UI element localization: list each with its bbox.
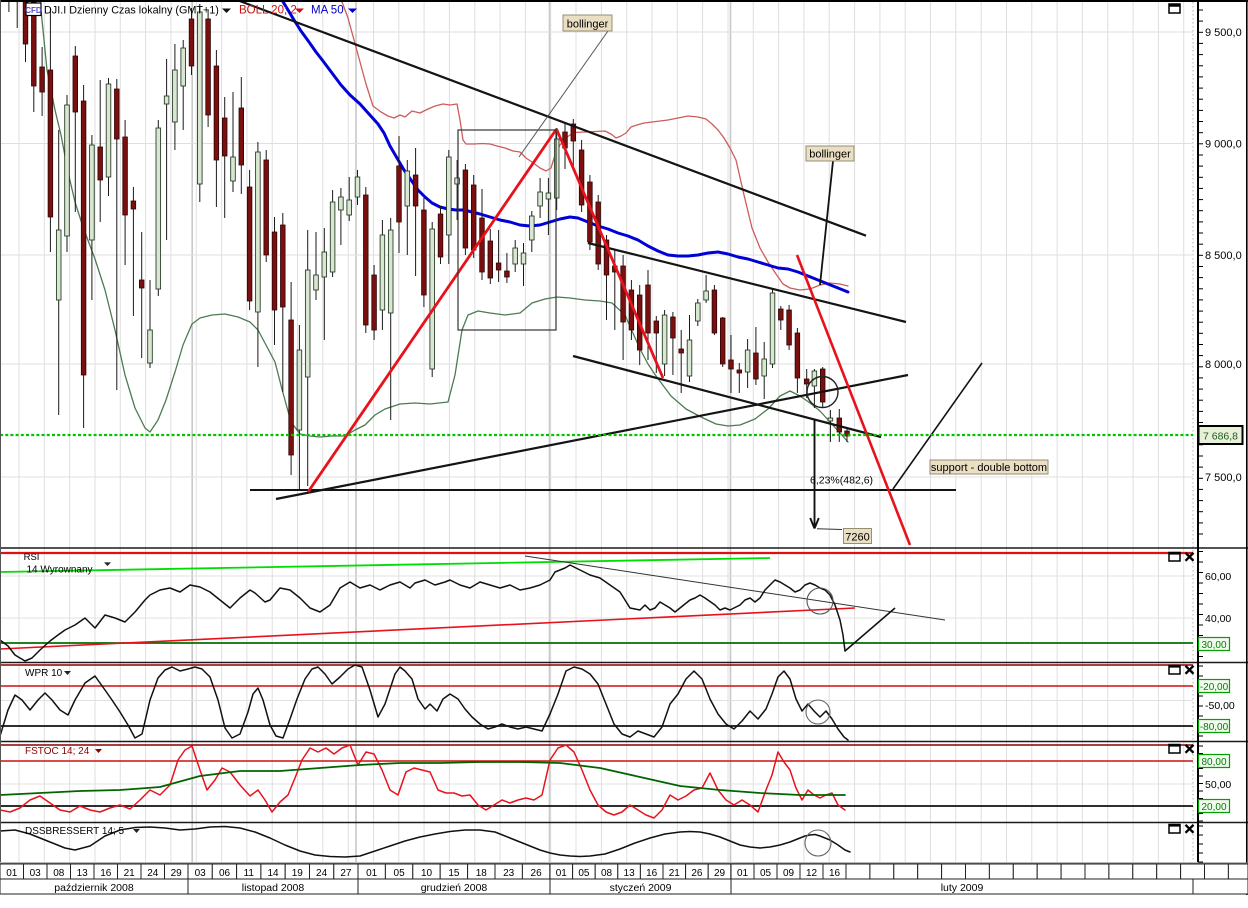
svg-text:40,00: 40,00 xyxy=(1205,613,1231,625)
svg-text:30,00: 30,00 xyxy=(1201,640,1226,651)
svg-text:-80,00: -80,00 xyxy=(1200,722,1229,733)
svg-text:7 500,0: 7 500,0 xyxy=(1205,472,1242,484)
svg-text:23: 23 xyxy=(503,868,515,879)
svg-text:50,00: 50,00 xyxy=(1205,779,1231,791)
svg-text:01: 01 xyxy=(556,868,568,879)
svg-text:support - double bottom: support - double bottom xyxy=(931,462,1047,474)
svg-text:01: 01 xyxy=(6,868,18,879)
svg-text:08: 08 xyxy=(53,868,65,879)
svg-text:MA 50: MA 50 xyxy=(311,5,344,17)
svg-text:16: 16 xyxy=(829,868,841,879)
svg-text:RSI: RSI xyxy=(24,552,40,563)
svg-text:BOLL 20; 2: BOLL 20; 2 xyxy=(239,5,297,17)
svg-text:08: 08 xyxy=(601,868,613,879)
svg-text:03: 03 xyxy=(30,868,42,879)
svg-text:DSSBRESSERT 14; 5: DSSBRESSERT 14; 5 xyxy=(25,826,125,837)
svg-text:14 Wyrownany: 14 Wyrownany xyxy=(27,564,93,575)
svg-text:14: 14 xyxy=(267,868,279,879)
svg-text:15: 15 xyxy=(448,868,460,879)
svg-text:29: 29 xyxy=(714,868,726,879)
svg-text:20,00: 20,00 xyxy=(1201,802,1226,813)
svg-text:27: 27 xyxy=(340,868,352,879)
svg-text:11: 11 xyxy=(244,868,255,879)
svg-text:29: 29 xyxy=(171,868,183,879)
svg-text:FSTOC 14; 24: FSTOC 14; 24 xyxy=(25,746,90,757)
svg-text:13: 13 xyxy=(77,868,89,879)
svg-text:7260: 7260 xyxy=(845,532,869,544)
svg-text:9 500,0: 9 500,0 xyxy=(1205,27,1242,39)
svg-text:21: 21 xyxy=(124,868,136,879)
svg-text:26: 26 xyxy=(691,868,703,879)
svg-text:06: 06 xyxy=(219,868,231,879)
svg-text:6,23%(482,6): 6,23%(482,6) xyxy=(810,475,873,487)
svg-text:03: 03 xyxy=(195,868,207,879)
svg-text:styczeń 2009: styczeń 2009 xyxy=(610,882,672,894)
svg-text:80,00: 80,00 xyxy=(1201,757,1226,768)
svg-text:01: 01 xyxy=(366,868,378,879)
svg-text:8 000,0: 8 000,0 xyxy=(1205,359,1242,371)
svg-text:05: 05 xyxy=(578,868,590,879)
svg-text:luty 2009: luty 2009 xyxy=(941,882,984,894)
svg-text:05: 05 xyxy=(394,868,406,879)
svg-text:CFD: CFD xyxy=(25,6,42,15)
svg-text:24: 24 xyxy=(316,868,328,879)
svg-text:12: 12 xyxy=(806,868,818,879)
svg-text:10: 10 xyxy=(421,868,433,879)
svg-text:8 500,0: 8 500,0 xyxy=(1205,250,1242,262)
svg-text:13: 13 xyxy=(624,868,636,879)
svg-text:-50,00: -50,00 xyxy=(1205,700,1235,712)
svg-text:listopad 2008: listopad 2008 xyxy=(242,882,305,894)
svg-text:05: 05 xyxy=(760,868,772,879)
svg-text:grudzień 2008: grudzień 2008 xyxy=(421,882,488,894)
svg-text:16: 16 xyxy=(100,868,112,879)
svg-text:październik 2008: październik 2008 xyxy=(54,882,134,894)
svg-text:7 686,8: 7 686,8 xyxy=(1203,431,1238,443)
svg-text:16: 16 xyxy=(646,868,658,879)
svg-text:bollinger: bollinger xyxy=(809,149,851,161)
svg-text:09: 09 xyxy=(783,868,795,879)
svg-text:-20,00: -20,00 xyxy=(1200,682,1229,693)
svg-text:WPR 10: WPR 10 xyxy=(25,668,63,679)
svg-text:19: 19 xyxy=(292,868,304,879)
svg-text:24: 24 xyxy=(147,868,159,879)
svg-text:21: 21 xyxy=(669,868,681,879)
svg-text:18: 18 xyxy=(476,868,488,879)
svg-text:bollinger: bollinger xyxy=(567,19,609,31)
svg-text:01: 01 xyxy=(737,868,749,879)
svg-text:60,00: 60,00 xyxy=(1205,571,1231,583)
svg-text:DJI.I Dzienny Czas lokalny (GM: DJI.I Dzienny Czas lokalny (GMT+1) xyxy=(44,5,219,17)
svg-text:26: 26 xyxy=(531,868,543,879)
svg-text:9 000,0: 9 000,0 xyxy=(1205,139,1242,151)
